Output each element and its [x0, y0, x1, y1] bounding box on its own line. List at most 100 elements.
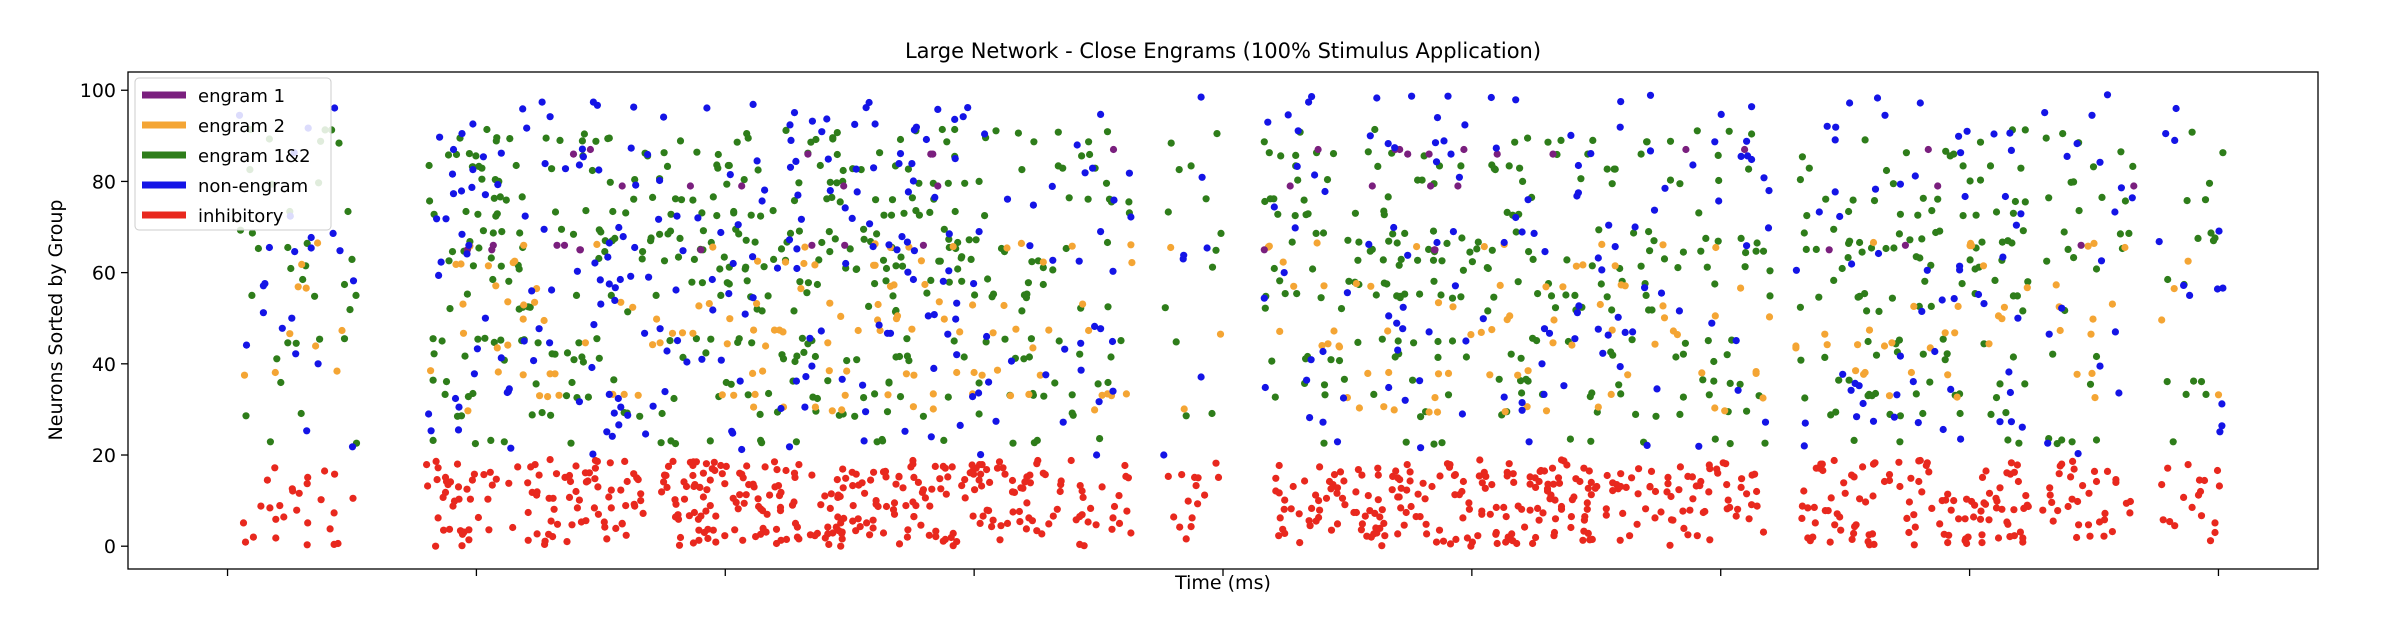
spike-inhibitory-675 [1947, 506, 1955, 514]
spike-engram-1-2-478 [1812, 245, 1820, 253]
spike-inhibitory-629 [2079, 482, 2087, 490]
spike-engram-1-2-531 [2188, 128, 2196, 136]
spike-engram-1-2-567 [826, 248, 834, 256]
spike-non-engram-357 [1512, 213, 1520, 222]
spike-engram-2-54 [1367, 282, 1375, 290]
spike-non-engram-106 [427, 427, 435, 435]
spike-engram-1-2-573 [2092, 265, 2101, 273]
spike-inhibitory-671 [685, 512, 694, 520]
spike-non-engram-333 [924, 312, 932, 320]
spike-engram-1-2-407 [760, 263, 768, 271]
spike-non-engram-124 [1097, 325, 1105, 333]
spike-inhibitory-76 [524, 479, 532, 487]
spike-inhibitory-194 [1374, 471, 1382, 479]
spike-inhibitory-380 [979, 512, 987, 520]
spike-inhibitory-48 [2064, 502, 2072, 511]
spike-non-engram-320 [1598, 266, 1606, 274]
spike-non-engram-449 [307, 244, 315, 252]
spike-non-engram-405 [871, 120, 879, 128]
spike-engram-1-2-506 [1890, 244, 1898, 252]
spike-engram-2-120 [949, 243, 957, 251]
spike-engram-1-2-220 [1329, 150, 1338, 158]
spike-non-engram-166 [661, 388, 669, 396]
spike-engram-1-2-607 [1587, 437, 1595, 445]
spike-engram-1-2-547 [740, 176, 748, 184]
spike-non-engram-104 [329, 229, 337, 237]
spike-inhibitory-791 [1980, 499, 1988, 507]
spike-engram-1-2-487 [1027, 335, 1035, 343]
spike-non-engram-240 [1540, 325, 1549, 333]
spike-non-engram-100 [931, 193, 939, 201]
spike-non-engram-186 [1931, 347, 1939, 356]
spike-inhibitory-215 [1666, 541, 1674, 549]
spike-engram-2-61 [800, 259, 808, 268]
spike-engram-1-2-460 [490, 194, 498, 202]
spike-engram-1-2-214 [1320, 439, 1328, 447]
spike-engram-1-2-742 [676, 137, 685, 145]
spike-non-engram-446 [2014, 314, 2022, 322]
spike-inhibitory-592 [761, 463, 769, 471]
spike-engram-1-2-326 [469, 262, 477, 270]
spike-engram-1-38 [1682, 145, 1690, 154]
spike-inhibitory-809 [849, 482, 857, 490]
spike-engram-1-28 [1460, 145, 1468, 154]
spike-engram-1-2-54 [570, 356, 578, 364]
spike-inhibitory-386 [1361, 512, 1369, 520]
spike-inhibitory-259 [1110, 502, 1119, 511]
spike-engram-1-2-342 [475, 162, 483, 170]
spike-inhibitory-793 [910, 513, 918, 521]
spike-engram-2-169 [908, 325, 916, 333]
spike-engram-2-55 [1721, 407, 1729, 415]
spike-engram-1-2-658 [1753, 239, 1761, 247]
spike-inhibitory-678 [772, 539, 781, 548]
spike-engram-1-2-217 [872, 196, 880, 204]
spike-engram-1-2-465 [663, 162, 672, 170]
spike-inhibitory-710 [1394, 530, 1402, 538]
spike-non-engram-273 [1650, 206, 1659, 214]
spike-inhibitory-709 [1124, 474, 1132, 482]
spike-inhibitory-831 [1745, 515, 1753, 523]
spike-non-engram-260 [1859, 399, 1867, 408]
spike-inhibitory-685 [1115, 492, 1123, 500]
spike-engram-1-2-578 [2015, 439, 2023, 447]
spike-engram-1-17 [1924, 145, 1932, 154]
spike-engram-1-2-697 [1916, 254, 1924, 262]
spike-non-engram-323 [656, 325, 664, 333]
spike-engram-2-16 [504, 341, 512, 349]
spike-engram-2-53 [1180, 405, 1188, 413]
spike-inhibitory-662 [1280, 505, 1288, 513]
spike-inhibitory-326 [1701, 507, 1709, 516]
spike-inhibitory-727 [276, 502, 284, 510]
spike-engram-1-2-226 [601, 248, 609, 256]
spike-non-engram-149 [1761, 418, 1770, 426]
spike-engram-2-72 [1852, 367, 1860, 375]
spike-inhibitory-377 [937, 485, 945, 493]
spike-engram-1-2-437 [982, 338, 990, 346]
spike-inhibitory-667 [2166, 518, 2174, 526]
spike-engram-1-2-131 [1030, 138, 1038, 146]
spike-engram-1-2-318 [1822, 195, 1830, 203]
spike-inhibitory-807 [1824, 507, 1832, 515]
spike-non-engram-456 [348, 443, 357, 451]
spike-non-engram-88 [2005, 368, 2013, 376]
spike-engram-1-2-805 [2205, 179, 2214, 187]
spike-non-engram-28 [1743, 137, 1751, 145]
spike-inhibitory-164 [1432, 538, 1441, 546]
spike-non-engram-440 [1525, 438, 1533, 446]
spike-inhibitory-781 [1938, 497, 1946, 505]
spike-non-engram-430 [1689, 161, 1697, 169]
spike-engram-1-2-121 [860, 225, 868, 233]
spike-inhibitory-664 [1078, 487, 1086, 495]
spike-engram-1-2-70 [2045, 194, 2053, 202]
spike-engram-2-215 [1542, 407, 1551, 415]
spike-non-engram-268 [2058, 304, 2066, 312]
spike-engram-1-2-489 [569, 230, 578, 238]
spike-engram-1-2-216 [2197, 378, 2206, 386]
spike-engram-1-2-778 [743, 130, 751, 138]
spike-engram-1-2-241 [707, 335, 715, 343]
spike-engram-2-247 [801, 243, 809, 251]
spike-engram-1-2-566 [1529, 334, 1537, 342]
spike-engram-2-11 [2121, 243, 2129, 252]
spike-non-engram-285 [454, 426, 463, 434]
spike-inhibitory-121 [458, 542, 466, 550]
